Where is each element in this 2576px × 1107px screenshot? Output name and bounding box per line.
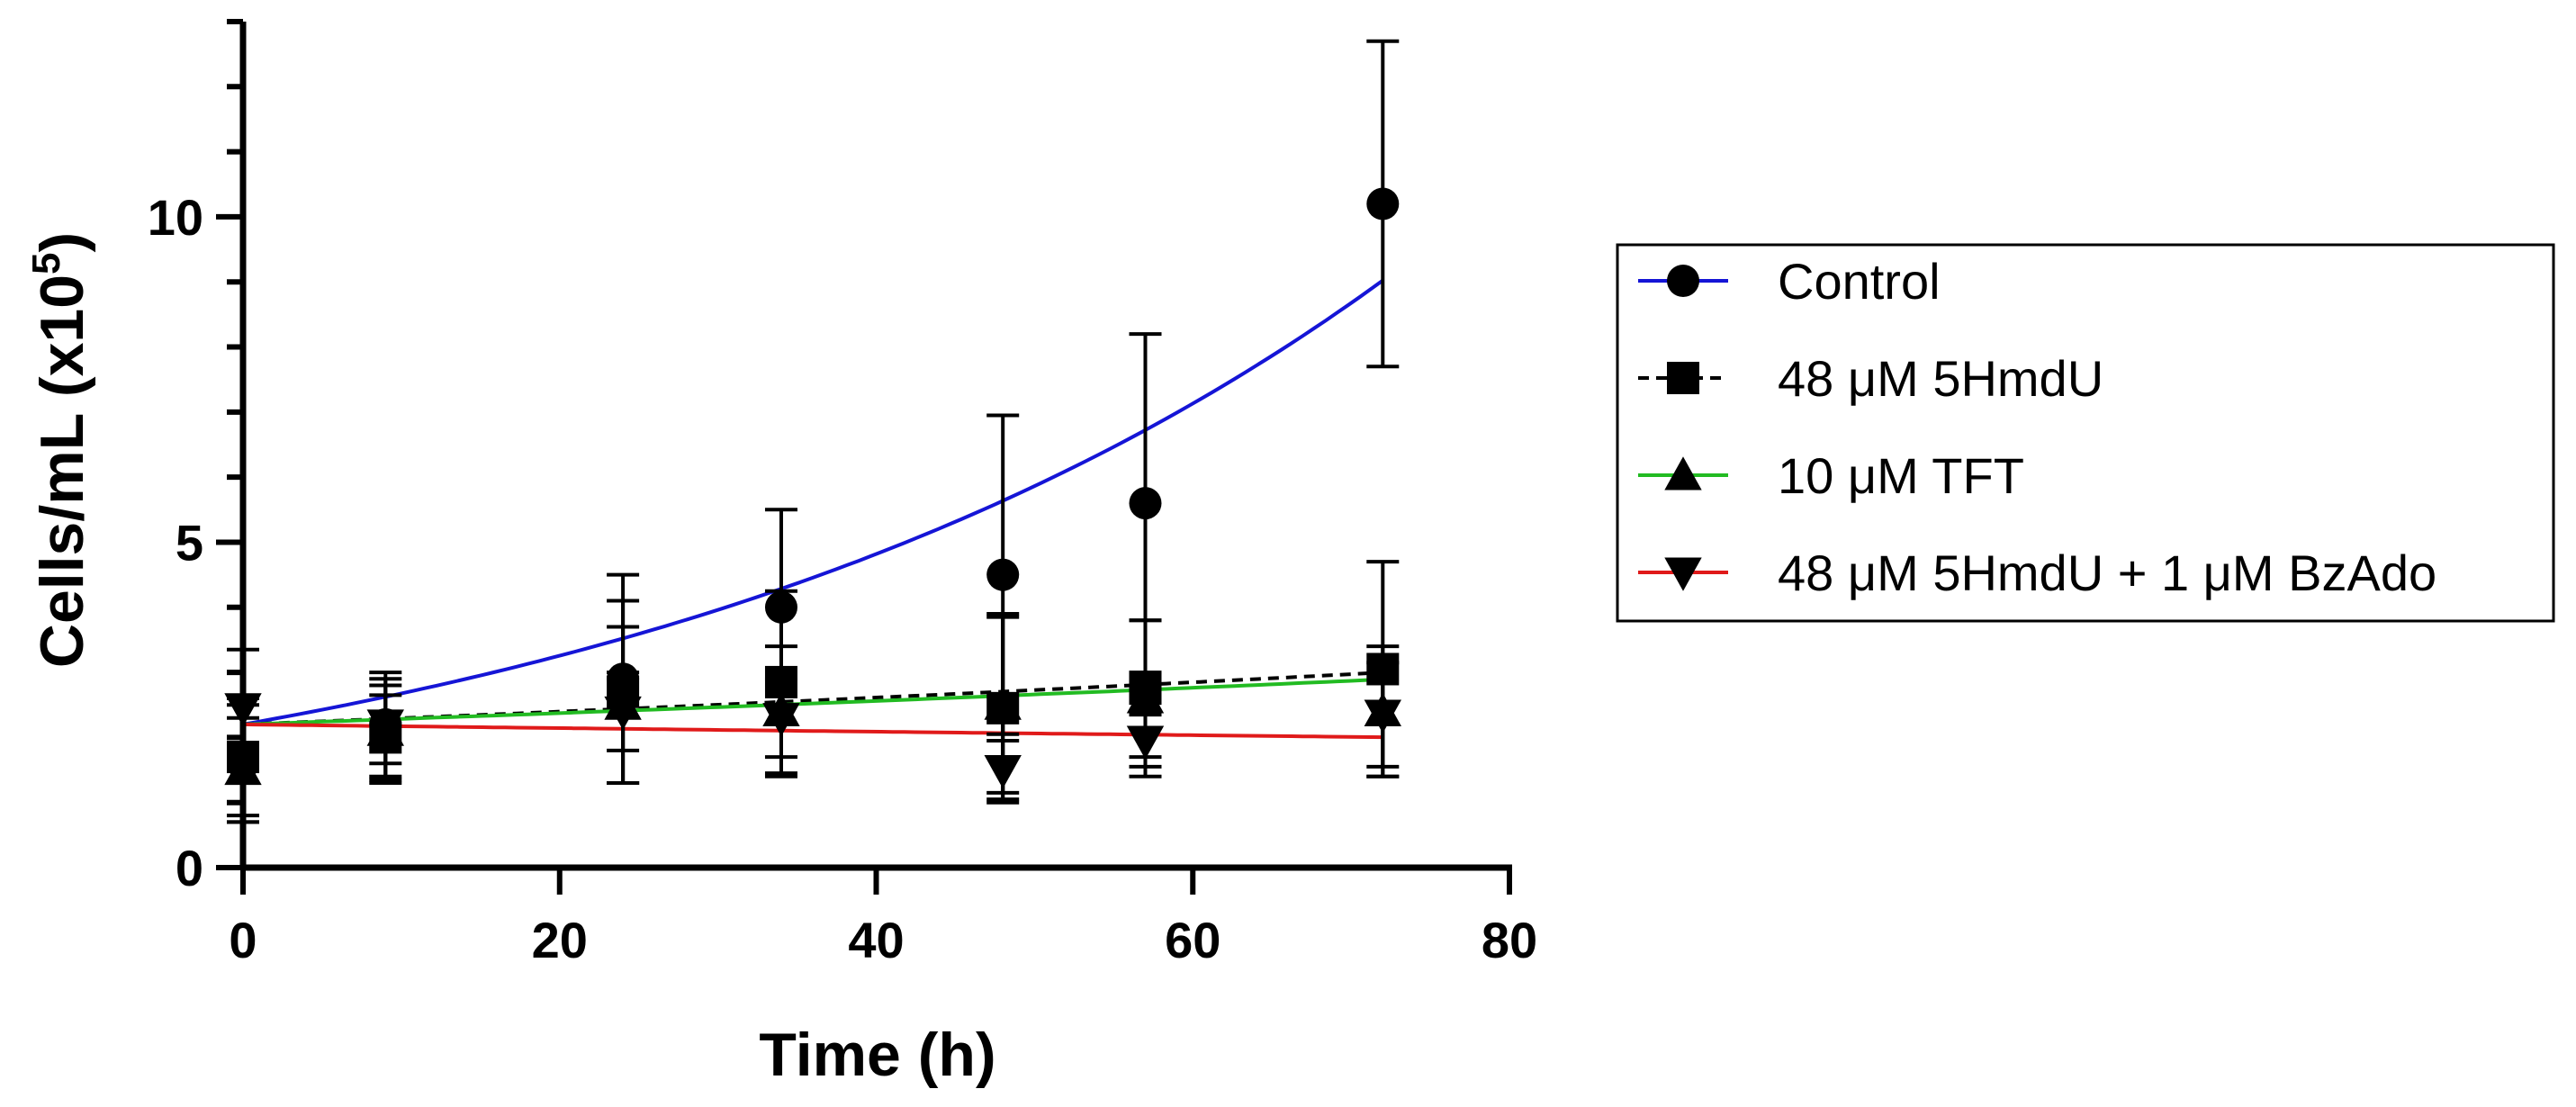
legend-marker-2 xyxy=(1664,456,1702,490)
legend-label-1: 48 μM 5HmdU xyxy=(1778,350,2103,407)
y-tick-label: 10 xyxy=(148,189,203,246)
y-axis-title: Cells/mL (x105) xyxy=(24,232,96,668)
y-tick-label: 0 xyxy=(176,840,203,896)
fit-line-series-3 xyxy=(242,722,1383,740)
legend: Control 48 μM 5HmdU 10 μM TFT 48 μM 5HmdU +… xyxy=(1616,243,2555,623)
plot-area xyxy=(224,39,1401,824)
legend-marker-3 xyxy=(1664,557,1702,591)
legend-label-3: 48 μM 5HmdU + 1 μM BzAdo xyxy=(1778,544,2436,601)
data-point-series-2 xyxy=(762,692,800,727)
x-tick-label: 20 xyxy=(532,912,588,968)
y-axis-title-main: Cells/mL (x10 xyxy=(28,274,96,668)
markers xyxy=(224,187,1401,789)
data-point-series-0 xyxy=(986,558,1020,591)
data-point-series-1 xyxy=(986,691,1020,724)
y-ticks: 0 5 10 xyxy=(148,19,243,896)
y-axis-title-close: ) xyxy=(28,232,96,253)
legend-label-2: 10 μM TFT xyxy=(1778,447,2024,504)
fit-line-series-1 xyxy=(242,670,1383,726)
data-point-series-1 xyxy=(764,665,797,698)
x-axis: 0 20 40 60 80 xyxy=(229,864,1537,968)
x-tick-label: 80 xyxy=(1482,912,1537,968)
data-point-series-0 xyxy=(369,707,402,741)
legend-items: Control 48 μM 5HmdU 10 μM TFT 48 μM 5HmdU +… xyxy=(1638,253,2436,601)
x-tick-label: 60 xyxy=(1165,912,1220,968)
data-point-series-3 xyxy=(984,754,1022,789)
data-point-series-2 xyxy=(1364,692,1401,727)
fit-line-series-2 xyxy=(242,677,1383,726)
x-ticks: 0 20 40 60 80 xyxy=(229,868,1537,968)
data-point-series-0 xyxy=(764,590,797,624)
data-point-series-0 xyxy=(607,662,640,696)
legend-label-0: Control xyxy=(1778,253,1941,310)
x-tick-label: 0 xyxy=(229,912,257,968)
data-point-series-0 xyxy=(1366,187,1400,220)
y-axis-title-sup: 5 xyxy=(24,252,68,274)
fit-line-series-0 xyxy=(242,278,1384,726)
data-point-series-1 xyxy=(1366,652,1400,686)
x-tick-label: 40 xyxy=(848,912,904,968)
x-axis-title: Time (h) xyxy=(759,1021,995,1089)
y-axis: 0 5 10 xyxy=(148,19,247,896)
legend-marker-0 xyxy=(1667,265,1699,297)
fit-lines xyxy=(242,278,1384,740)
legend-marker-1 xyxy=(1667,362,1699,394)
y-tick-label: 5 xyxy=(176,514,203,571)
data-point-series-0 xyxy=(1129,487,1162,520)
data-point-series-1 xyxy=(1129,672,1162,706)
legend-box xyxy=(1616,243,2555,623)
data-point-series-3 xyxy=(1126,725,1165,760)
